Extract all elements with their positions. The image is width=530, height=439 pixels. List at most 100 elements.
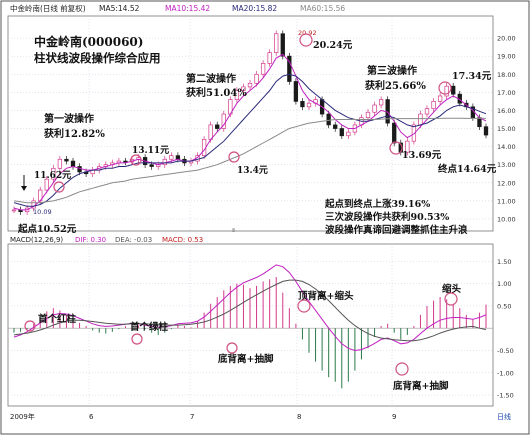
candle-body xyxy=(57,158,63,169)
marker-13-69 xyxy=(389,141,403,155)
macd-marker-bottom1 xyxy=(226,342,238,354)
x-mid-marker: 8 xyxy=(232,228,235,234)
x-month-9: 9 xyxy=(392,413,396,421)
wave3-profit: 获利25.66% xyxy=(364,79,426,92)
candle-body xyxy=(306,102,312,108)
ma10-label: MA10:15.42 xyxy=(165,4,210,13)
marker-17-34 xyxy=(438,81,452,95)
candle-body xyxy=(215,124,220,129)
ma60-label: MA60:15.56 xyxy=(300,4,345,13)
wave1-profit: 获利12.82% xyxy=(43,127,105,140)
candle-body xyxy=(405,140,410,153)
macd-top: 顶背离+缩头 xyxy=(298,290,354,302)
price-label-20-24: 20.24元 xyxy=(313,40,353,51)
candle-body xyxy=(260,63,266,75)
price-label-13-69: 13.69元 xyxy=(402,150,442,161)
price-label-17-34: 17.34元 xyxy=(452,71,492,82)
series-layer xyxy=(8,30,493,389)
macd-first-red: 首个红柱 xyxy=(38,313,77,325)
candle-body xyxy=(483,126,489,136)
candle-body xyxy=(51,167,56,180)
price-tick-label: 13.00 xyxy=(497,161,516,169)
start-arrow-head xyxy=(21,186,27,191)
macd-shrink: 缩头 xyxy=(442,283,462,295)
candle-body xyxy=(64,158,69,162)
candle-body xyxy=(247,82,253,88)
macd-first-green: 首个绿柱 xyxy=(130,321,169,333)
wave2-label: 第二波操作 xyxy=(186,72,236,85)
grid-lines xyxy=(8,16,493,406)
dea-label: DEA: -0.03 xyxy=(115,236,152,244)
x-end-label: 日线 xyxy=(497,412,511,421)
wave1-label: 第一波操作 xyxy=(44,112,94,125)
summary-line3: 波段操作真谛回避调整抓住主升浪 xyxy=(325,224,468,236)
dea-line xyxy=(13,279,487,342)
x-year-label: 2009年 xyxy=(10,412,35,421)
macd-marker-top xyxy=(297,299,311,313)
price-label-10-09: 10.09 xyxy=(33,208,52,216)
candle-body xyxy=(254,73,259,84)
candle-body xyxy=(267,52,272,64)
price-tick-label: 16.00 xyxy=(497,107,516,115)
candle-body xyxy=(70,160,76,167)
candle-body xyxy=(287,55,292,82)
candle-body xyxy=(241,86,246,91)
summary-line1: 起点到终点上涨39.16% xyxy=(324,198,430,210)
candle-body xyxy=(444,85,449,97)
candle-body xyxy=(326,113,331,126)
candle-body xyxy=(339,128,344,137)
candle-body xyxy=(175,155,181,160)
summary-line2: 三次波段操作共获利90.53% xyxy=(325,211,449,223)
macd-tick-label: 1.50 xyxy=(497,258,511,266)
price-y-axis: 10.00 11.00 12.00 13.00 14.00 15.00 16.00 17.00… xyxy=(497,35,516,224)
marker-13-11 xyxy=(130,154,142,166)
price-label-20-92: 20.92 xyxy=(298,29,317,37)
price-tick-label: 18.00 xyxy=(497,71,516,79)
candle-body xyxy=(365,111,371,119)
price-label-13-11: 13.11元 xyxy=(132,145,169,156)
price-label-13-4: 13.4元 xyxy=(237,165,268,176)
candle-body xyxy=(378,99,384,106)
ma60-line xyxy=(13,117,486,204)
stock-label: 中金岭南(日线 前复权) xyxy=(10,3,86,13)
marker-20-24 xyxy=(299,33,313,47)
wave3-label: 第三波操作 xyxy=(367,64,417,77)
price-tick-label: 12.00 xyxy=(497,179,516,187)
x-month-7: 7 xyxy=(190,413,194,421)
candle-body xyxy=(451,85,456,95)
macd-tick-label: 0.50 xyxy=(497,302,511,310)
ma5-label: MA5:14.52 xyxy=(99,4,140,13)
macd-marker-first-red xyxy=(24,320,36,332)
candle-body xyxy=(149,164,154,167)
candle-body xyxy=(293,81,299,102)
candle-body xyxy=(424,108,430,115)
candle-body xyxy=(300,101,305,108)
dif-line xyxy=(13,264,487,352)
candle-body xyxy=(77,166,82,173)
ma20-line xyxy=(13,73,487,207)
macd-value-label: MACD: 0.53 xyxy=(162,236,203,244)
price-tick-label: 20.00 xyxy=(497,35,516,43)
macd-y-axis: -1.50 -1.00 -0.50 0.50 1.00 1.50 xyxy=(497,258,514,400)
candle-body xyxy=(418,113,423,126)
price-tick-label: 14.00 xyxy=(497,143,516,151)
macd-tick-label: 1.00 xyxy=(497,280,511,288)
wave2-profit: 获利51.04% xyxy=(185,86,247,99)
candle-body xyxy=(123,160,128,163)
chart-subtitle: 柱状线波段操作综合应用 xyxy=(34,51,161,65)
candle-body xyxy=(234,90,240,100)
candle-body xyxy=(169,155,174,160)
price-tick-label: 19.00 xyxy=(497,53,516,61)
candle-body xyxy=(208,124,213,140)
candle-body xyxy=(431,101,436,109)
macd-bottom1: 底背离+抽脚 xyxy=(217,353,274,365)
macd-marker-first-green xyxy=(131,333,143,345)
candle-body xyxy=(372,104,377,113)
candle-body xyxy=(411,124,417,142)
dif-label: DIF: 0.30 xyxy=(75,236,106,244)
marker-11-62 xyxy=(53,181,65,193)
ma20-label: MA20:15.82 xyxy=(232,4,277,13)
price-tick-label: 15.00 xyxy=(497,125,516,133)
